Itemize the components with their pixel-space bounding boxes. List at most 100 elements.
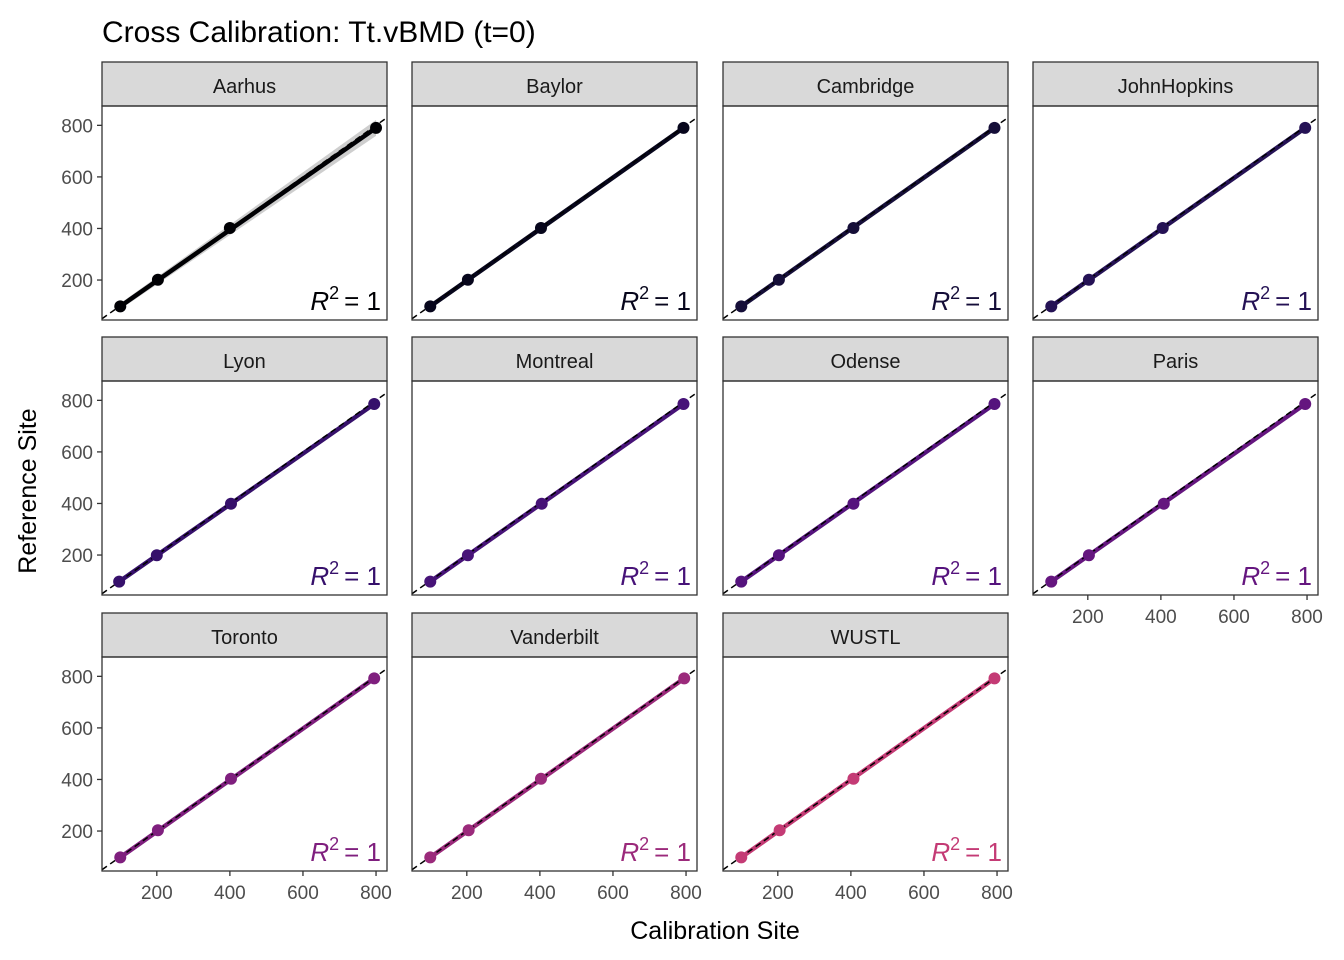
- facet-strip: [722, 336, 1009, 382]
- r-squared-annotation: R2 = 1: [931, 283, 1002, 316]
- facet-strip: [411, 61, 698, 107]
- data-point: [370, 121, 383, 134]
- data-point: [847, 772, 860, 785]
- facet-panel: Baylor R2 = 1: [411, 61, 698, 321]
- facet-panel: JohnHopkins R2 = 1: [1032, 61, 1319, 321]
- y-tick-label: 400: [61, 219, 93, 240]
- data-point: [224, 772, 237, 785]
- identity-reference-line: [1033, 116, 1318, 320]
- data-point: [424, 851, 437, 864]
- identity-reference-line: [723, 116, 1008, 320]
- facet-strip-label: Odense: [830, 351, 900, 373]
- facet-data: [102, 391, 387, 595]
- data-point: [847, 221, 860, 234]
- data-point: [1156, 221, 1169, 234]
- facet-strip: [101, 336, 388, 382]
- r-squared-annotation: R2 = 1: [310, 283, 381, 316]
- x-tick-label: 200: [1072, 607, 1104, 628]
- chart-title: Cross Calibration: Tt.vBMD (t=0): [102, 16, 536, 49]
- facet-strip: [1032, 61, 1319, 107]
- r-squared-annotation: R2 = 1: [931, 834, 1002, 867]
- x-tick-label: 800: [360, 883, 392, 904]
- data-point: [678, 672, 691, 685]
- identity-reference-line: [102, 391, 387, 595]
- data-point: [1299, 121, 1312, 134]
- y-tick-label: 600: [61, 443, 93, 464]
- y-axis-label: Reference Site: [14, 408, 42, 573]
- x-tick-label: 800: [981, 883, 1013, 904]
- r-squared-annotation: R2 = 1: [310, 834, 381, 867]
- data-point: [1045, 300, 1058, 313]
- facet-data: [102, 667, 387, 871]
- panel-border: [411, 105, 698, 321]
- x-tick-label: 600: [597, 883, 629, 904]
- x-tick-label: 400: [1145, 607, 1177, 628]
- facet-strip-label: WUSTL: [831, 627, 901, 649]
- x-tick-label: 400: [214, 883, 246, 904]
- r-squared-annotation: R2 = 1: [1241, 558, 1312, 591]
- facet-strip: [411, 612, 698, 658]
- data-point: [1157, 497, 1170, 510]
- data-point: [224, 497, 237, 510]
- facet-data: [412, 667, 697, 871]
- y-tick-label: 600: [61, 168, 93, 189]
- facet-panel: Montreal R2 = 1: [411, 336, 698, 596]
- data-point: [1082, 549, 1095, 562]
- data-point: [1299, 397, 1312, 410]
- data-point: [677, 121, 690, 134]
- panel-border: [411, 656, 698, 872]
- facet-data: [412, 116, 697, 320]
- y-tick-label: 200: [61, 271, 93, 292]
- x-tick-label: 600: [1218, 607, 1250, 628]
- identity-reference-line: [412, 667, 697, 871]
- facet-panel: Lyon R2 = 1 200 400 600 800: [61, 336, 388, 596]
- y-tick-label: 200: [61, 546, 93, 567]
- panel-border: [722, 380, 1009, 596]
- y-tick-label: 800: [61, 391, 93, 412]
- data-point: [772, 273, 785, 286]
- y-tick-label: 600: [61, 719, 93, 740]
- facet-strip-label: Toronto: [211, 627, 278, 649]
- facet-strip-label: JohnHopkins: [1118, 76, 1234, 98]
- x-tick-label: 800: [1291, 607, 1323, 628]
- data-point: [735, 851, 748, 864]
- x-tick-label: 200: [451, 883, 483, 904]
- facet-data: [1033, 116, 1318, 320]
- data-point: [535, 497, 548, 510]
- facet-strip: [1032, 336, 1319, 382]
- facet-strip: [722, 61, 1009, 107]
- r-squared-annotation: R2 = 1: [620, 834, 691, 867]
- facet-strip-label: Aarhus: [213, 76, 276, 98]
- facet-panel: WUSTL R2 = 1 200 400 600 800: [722, 612, 1013, 904]
- data-point: [847, 497, 860, 510]
- facet-strip-label: Baylor: [526, 76, 583, 98]
- data-point: [534, 221, 547, 234]
- data-point: [424, 575, 437, 588]
- identity-reference-line: [723, 667, 1008, 871]
- facet-strip-label: Cambridge: [817, 76, 915, 98]
- data-point: [988, 672, 1001, 685]
- data-point: [735, 300, 748, 313]
- panel-border: [101, 656, 388, 872]
- facet-strip-label: Vanderbilt: [510, 627, 599, 649]
- x-axis-label: Calibration Site: [630, 917, 800, 945]
- y-tick-label: 800: [61, 667, 93, 688]
- facet-data: [412, 391, 697, 595]
- r-squared-annotation: R2 = 1: [620, 558, 691, 591]
- y-tick-label: 400: [61, 770, 93, 791]
- facet-panel: Odense R2 = 1: [722, 336, 1009, 596]
- panel-border: [722, 105, 1009, 321]
- data-point: [677, 397, 690, 410]
- data-point: [151, 824, 164, 837]
- panel-border: [1032, 105, 1319, 321]
- data-point: [988, 121, 1001, 134]
- x-tick-label: 200: [762, 883, 794, 904]
- identity-reference-line: [412, 116, 697, 320]
- y-tick-label: 200: [61, 822, 93, 843]
- r-squared-annotation: R2 = 1: [931, 558, 1002, 591]
- data-point: [368, 397, 381, 410]
- identity-reference-line: [1033, 391, 1318, 595]
- data-point: [114, 851, 127, 864]
